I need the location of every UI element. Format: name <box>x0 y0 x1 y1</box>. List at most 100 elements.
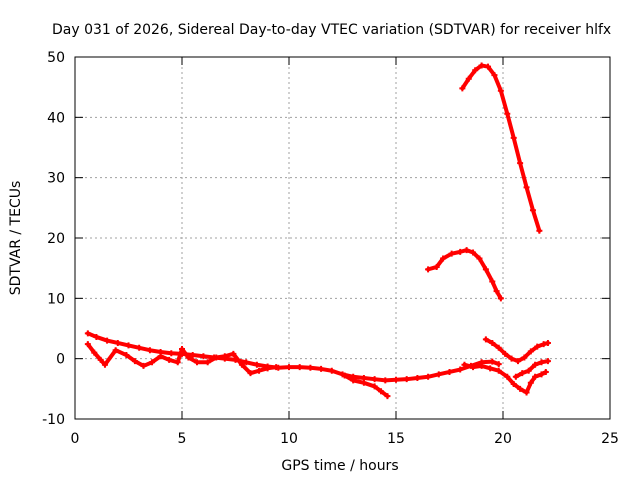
x-tick-label: 25 <box>601 431 619 447</box>
data-point <box>104 337 111 344</box>
data-point <box>93 333 100 340</box>
y-tick-label: 50 <box>47 50 65 66</box>
data-point <box>166 356 173 363</box>
data-point <box>457 366 464 373</box>
data-point <box>529 207 536 214</box>
data-point <box>425 373 432 380</box>
data-point <box>517 385 524 392</box>
data-point <box>174 359 181 366</box>
data-point <box>459 85 466 92</box>
data-point <box>264 365 271 372</box>
data-point <box>253 361 260 368</box>
data-point <box>493 288 500 295</box>
data-point <box>463 247 470 254</box>
data-point <box>523 184 530 191</box>
data-point <box>221 353 228 360</box>
series-arc-2 <box>84 341 280 377</box>
data-point <box>544 358 551 365</box>
data-point <box>189 352 196 359</box>
data-point <box>123 352 130 359</box>
data-point <box>446 368 453 375</box>
data-point <box>472 67 479 74</box>
data-point <box>318 365 325 372</box>
data-point <box>538 359 545 366</box>
data-point <box>168 350 175 357</box>
data-point <box>112 347 119 354</box>
data-point <box>544 339 551 346</box>
data-point <box>341 372 348 379</box>
data-point <box>508 355 515 362</box>
data-point <box>527 379 534 386</box>
data-point <box>185 354 192 361</box>
data-point <box>238 361 245 368</box>
data-point <box>497 87 504 94</box>
series-arc-3 <box>341 372 391 400</box>
data-point <box>461 361 468 368</box>
data-point <box>538 371 545 378</box>
data-point <box>204 359 211 366</box>
data-point <box>425 266 432 273</box>
data-series <box>84 62 551 400</box>
series-arc-4 <box>482 336 551 365</box>
data-point <box>179 346 185 353</box>
data-point <box>307 364 314 371</box>
data-point <box>523 389 530 396</box>
x-tick-label: 0 <box>71 431 80 447</box>
data-point <box>478 62 485 69</box>
data-point <box>350 377 357 384</box>
data-point <box>256 367 263 374</box>
data-point <box>495 344 502 351</box>
data-point <box>101 361 108 368</box>
data-point <box>476 255 483 262</box>
data-point <box>91 349 98 356</box>
data-point <box>525 367 532 374</box>
data-point <box>495 367 502 374</box>
x-tick-label: 10 <box>280 431 298 447</box>
data-point <box>84 330 91 337</box>
y-tick-label: 10 <box>47 291 65 307</box>
data-point <box>440 255 447 262</box>
data-point <box>378 388 385 395</box>
data-point <box>519 370 526 377</box>
data-point <box>84 341 91 348</box>
series-line <box>85 342 279 376</box>
data-point <box>433 263 440 270</box>
data-point <box>384 393 391 400</box>
data-point <box>382 377 389 384</box>
data-point <box>489 278 496 285</box>
data-point <box>193 359 200 366</box>
data-point <box>510 381 517 388</box>
series-arc-6 <box>512 358 551 380</box>
data-point <box>489 358 496 365</box>
data-point <box>247 370 254 377</box>
data-point <box>273 364 280 371</box>
data-point <box>146 347 153 354</box>
data-point <box>495 361 502 368</box>
data-point <box>504 110 511 117</box>
data-point <box>97 356 104 363</box>
data-point <box>243 359 250 366</box>
data-point <box>527 348 534 355</box>
data-point <box>514 358 521 365</box>
data-point <box>478 362 485 369</box>
data-point <box>136 344 143 351</box>
data-point <box>470 249 477 256</box>
data-point <box>457 248 464 255</box>
data-point <box>534 343 541 350</box>
series-arc-7 <box>425 247 504 302</box>
data-point <box>131 358 138 365</box>
x-tick-label: 15 <box>387 431 405 447</box>
y-tick-label: 40 <box>47 110 65 126</box>
data-point <box>487 365 494 372</box>
data-point <box>532 361 539 368</box>
data-point <box>491 72 498 79</box>
y-axis-label: SDTVAR / TECUs <box>8 181 24 296</box>
data-point <box>286 364 292 371</box>
data-point <box>328 367 335 374</box>
chart-title: Day 031 of 2026, Sidereal Day-to-day VTE… <box>52 22 611 38</box>
data-point <box>517 160 524 167</box>
data-point <box>230 350 237 357</box>
data-point <box>435 371 442 378</box>
